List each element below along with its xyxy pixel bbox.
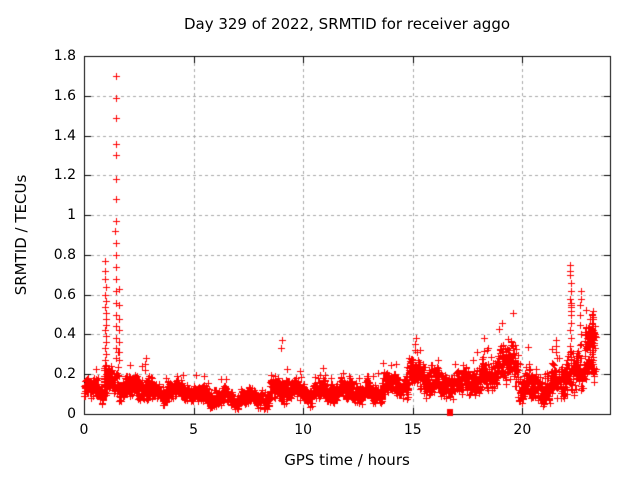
y-tick-label: 1.2 (53, 167, 76, 184)
chart-title: Day 329 of 2022, SRMTID for receiver agg… (183, 15, 511, 33)
x-tick-label: 5 (189, 422, 199, 438)
x-axis-label: GPS time / hours (284, 451, 410, 469)
y-tick-label: 1.6 (53, 87, 76, 104)
y-tick-label: 0.4 (53, 326, 76, 343)
y-tick-label: 0.8 (53, 246, 76, 263)
x-tick-label: 15 (403, 422, 422, 438)
y-tick-label: 0.6 (53, 286, 76, 303)
y-tick-label: 1.4 (53, 127, 76, 144)
y-tick-label: 0 (67, 406, 76, 422)
x-tick-label: 10 (294, 422, 313, 438)
y-tick-label: 0.2 (53, 366, 76, 383)
y-axis-label: SRMTID / TECUs (12, 174, 30, 296)
x-tick-label: 20 (513, 422, 532, 438)
y-tick-label: 1 (67, 207, 76, 224)
x-tick-label: 0 (79, 422, 89, 438)
y-tick-label: 1.8 (53, 48, 76, 64)
